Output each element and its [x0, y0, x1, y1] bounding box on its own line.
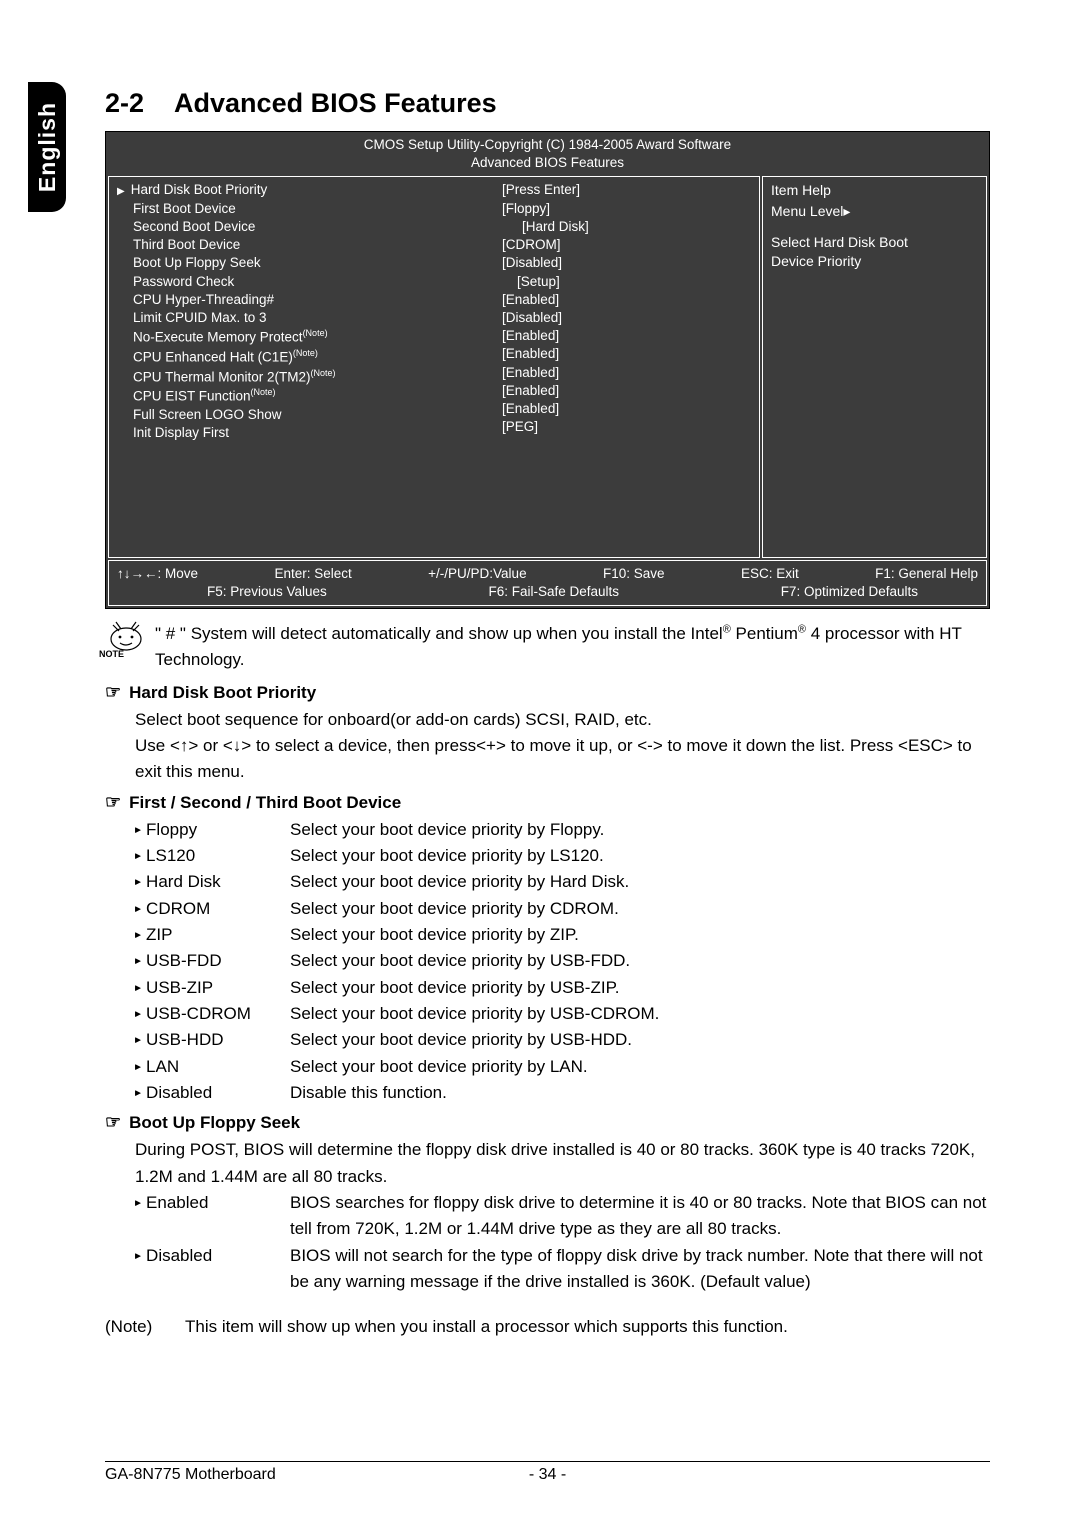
option-row: FloppySelect your boot device priority b… [135, 817, 990, 843]
bios-key-exit: ESC: Exit [741, 565, 799, 583]
bios-values-col: [Press Enter] [Floppy] [Hard Disk] [CDRO… [472, 181, 751, 552]
option-row: CDROMSelect your boot device priority by… [135, 896, 990, 922]
option-row: Hard DiskSelect your boot device priorit… [135, 869, 990, 895]
subsection-floppy-seek: Boot Up Floppy Seek During POST, BIOS wi… [105, 1112, 990, 1295]
footnote: (Note) This item will show up when you i… [105, 1314, 990, 1340]
bios-footer: ↑↓→←: Move Enter: Select +/-/PU/PD:Value… [108, 560, 987, 606]
bios-header-line1: CMOS Setup Utility-Copyright (C) 1984-20… [106, 136, 989, 154]
option-table: EnabledBIOS searches for floppy disk dri… [135, 1190, 990, 1295]
subsection-title: Boot Up Floppy Seek [105, 1112, 990, 1133]
page-number: - 34 - [529, 1466, 566, 1484]
option-row: USB-HDDSelect your boot device priority … [135, 1027, 990, 1053]
bios-help-panel: Item Help Menu Level▸ Select Hard Disk B… [762, 176, 987, 557]
option-row: DisabledBIOS will not search for the typ… [135, 1243, 990, 1296]
option-row: LS120Select your boot device priority by… [135, 843, 990, 869]
bios-row-value: [Enabled] [472, 382, 751, 400]
bios-row-value: [Disabled] [472, 254, 751, 272]
subsection-body: Select boot sequence for onboard(or add-… [135, 707, 990, 786]
bios-row-label: CPU Hyper-Threading# [117, 291, 472, 309]
bios-key-value: +/-/PU/PD:Value [428, 565, 526, 583]
footnote-text: This item will show up when you install … [185, 1314, 788, 1340]
option-row: USB-FDDSelect your boot device priority … [135, 948, 990, 974]
section-name: Advanced BIOS Features [174, 88, 497, 118]
bios-row-value: [PEG] [472, 418, 751, 436]
bios-key-failsafe: F6: Fail-Safe Defaults [488, 583, 619, 601]
bios-row-label: CPU Enhanced Halt (C1E)(Note) [117, 347, 472, 367]
option-row: EnabledBIOS searches for floppy disk dri… [135, 1190, 990, 1243]
bios-header: CMOS Setup Utility-Copyright (C) 1984-20… [106, 132, 989, 174]
bios-row-value: [Enabled] [472, 400, 751, 418]
bios-row-label: First Boot Device [117, 200, 472, 218]
bios-help-line: Device Priority [771, 252, 978, 271]
bios-key-move: ↑↓→←: Move [117, 565, 198, 583]
option-row: USB-CDROMSelect your boot device priorit… [135, 1001, 990, 1027]
bios-key-prev: F5: Previous Values [207, 583, 327, 601]
bios-row-value: [Enabled] [472, 345, 751, 363]
bios-key-save: F10: Save [603, 565, 665, 583]
bios-row-value: [Enabled] [472, 327, 751, 345]
bios-row-label: CPU Thermal Monitor 2(TM2)(Note) [117, 367, 472, 387]
bios-key-help: F1: General Help [875, 565, 978, 583]
option-table: FloppySelect your boot device priority b… [135, 817, 990, 1107]
subsection-body: During POST, BIOS will determine the flo… [135, 1137, 990, 1190]
bios-menu-level: Menu Level▸ [771, 202, 978, 221]
bios-row-label: Password Check [117, 273, 472, 291]
note-label: NOTE [99, 649, 124, 659]
subsection-title: Hard Disk Boot Priority [105, 682, 990, 703]
note-block: NOTE " # " System will detect automatica… [105, 619, 990, 674]
bios-row-label: No-Execute Memory Protect(Note) [117, 327, 472, 347]
bios-row-label: Full Screen LOGO Show [117, 406, 472, 424]
bios-screen: CMOS Setup Utility-Copyright (C) 1984-20… [105, 131, 990, 609]
bios-row-label: CPU EIST Function(Note) [117, 386, 472, 406]
bios-row-value: [Enabled] [472, 364, 751, 382]
bios-row-label: Init Display First [117, 424, 472, 442]
bios-row-label: Second Boot Device [117, 218, 472, 236]
bios-row-label: Limit CPUID Max. to 3 [117, 309, 472, 327]
note-icon: NOTE [105, 619, 155, 651]
section-number: 2-2 [105, 88, 144, 119]
bios-header-line2: Advanced BIOS Features [106, 154, 989, 172]
bios-row-label: Third Boot Device [117, 236, 472, 254]
subsection-boot-device: First / Second / Third Boot Device Flopp… [105, 792, 990, 1107]
bios-row-value: [Hard Disk] [472, 218, 751, 236]
option-row: ZIPSelect your boot device priority by Z… [135, 922, 990, 948]
page-footer: GA-8N775 Motherboard - 34 - [105, 1461, 990, 1484]
bios-key-select: Enter: Select [274, 565, 351, 583]
bios-row-label: Boot Up Floppy Seek [117, 254, 472, 272]
option-row: DisabledDisable this function. [135, 1080, 990, 1106]
bios-key-optimized: F7: Optimized Defaults [781, 583, 918, 601]
bios-row-value: [Disabled] [472, 309, 751, 327]
bios-labels-col: Hard Disk Boot Priority First Boot Devic… [117, 181, 472, 552]
language-label: English [34, 102, 61, 192]
footnote-key: (Note) [105, 1314, 185, 1340]
language-tab: English [28, 82, 66, 212]
bios-row-value: [Enabled] [472, 291, 751, 309]
bios-settings-panel: Hard Disk Boot Priority First Boot Devic… [108, 176, 760, 557]
bios-row-value: [CDROM] [472, 236, 751, 254]
subsection-hdbp: Hard Disk Boot Priority Select boot sequ… [105, 682, 990, 786]
bios-row-value: [Press Enter] [472, 181, 751, 199]
bios-main: Hard Disk Boot Priority First Boot Devic… [106, 174, 989, 559]
option-row: USB-ZIPSelect your boot device priority … [135, 975, 990, 1001]
bios-row-label: Hard Disk Boot Priority [117, 181, 472, 199]
bios-help-title: Item Help [771, 181, 978, 200]
bios-row-value: [Setup] [472, 273, 751, 291]
section-title: 2-2 Advanced BIOS Features [105, 88, 990, 119]
subsection-title: First / Second / Third Boot Device [105, 792, 990, 813]
option-row: LANSelect your boot device priority by L… [135, 1054, 990, 1080]
bios-row-value: [Floppy] [472, 200, 751, 218]
page-content: 2-2 Advanced BIOS Features CMOS Setup Uti… [105, 88, 990, 1340]
note-text: " # " System will detect automatically a… [155, 619, 990, 674]
bios-help-line: Select Hard Disk Boot [771, 233, 978, 252]
